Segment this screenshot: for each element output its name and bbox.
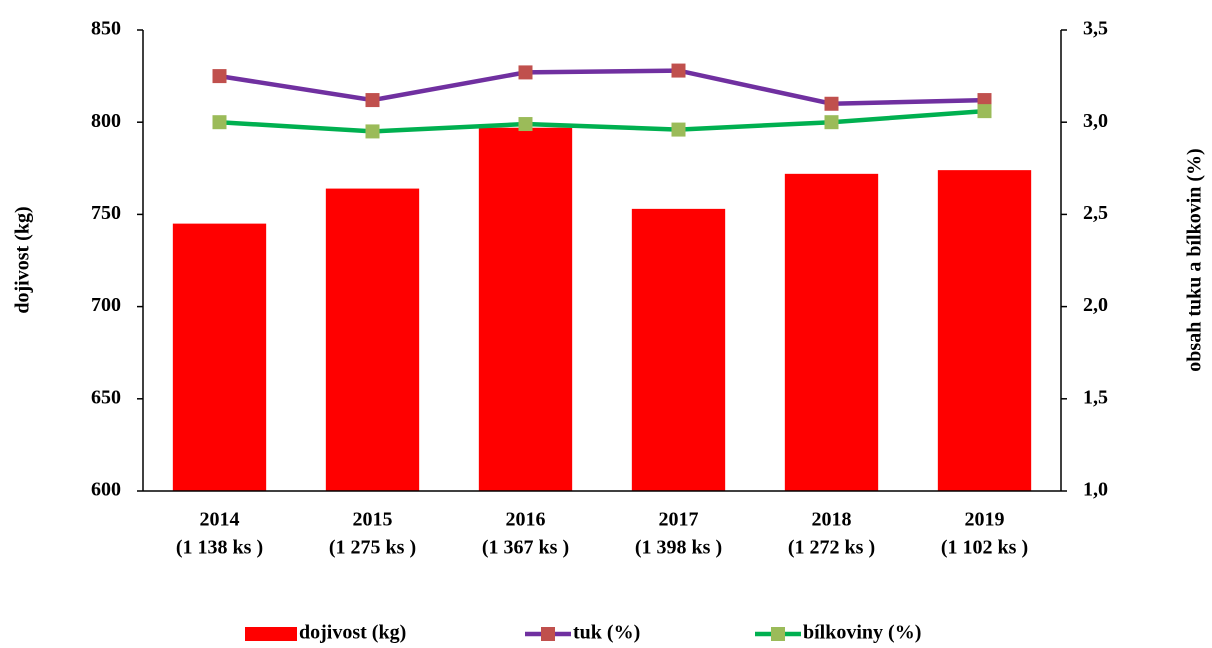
x-tick-label: (1 398 ks ) [635,537,722,559]
marker [365,93,380,108]
x-tick-label: (1 275 ks ) [329,537,416,559]
x-tick-label: 2017 [659,509,699,531]
legend-label: dojivost (kg) [299,622,406,644]
x-tick-label: 2016 [506,509,546,531]
bar [937,170,1032,492]
y2-tick-label: 2,0 [1083,294,1108,316]
y2-axis-title: obsah tuku a bílkovin (%) [1184,148,1206,371]
legend-label: bílkoviny (%) [803,622,921,644]
marker [518,117,533,132]
marker [824,115,839,130]
bar [478,127,573,492]
y2-tick-label: 3,5 [1083,18,1108,40]
x-tick-label: (1 272 ks ) [788,537,875,559]
marker [212,69,227,84]
marker [671,122,686,137]
y-tick-label: 650 [91,386,121,408]
x-tick-label: 2014 [200,509,240,531]
legend-swatch [245,627,297,641]
legend-marker [771,627,785,641]
marker [365,124,380,139]
legend-label: tuk (%) [573,622,640,644]
y2-tick-label: 1,5 [1083,386,1108,408]
marker [518,65,533,80]
y-tick-label: 700 [91,294,121,316]
line [219,68,985,107]
y-tick-label: 800 [91,110,121,132]
x-tick-label: 2019 [965,509,1005,531]
x-tick-label: (1 102 ks ) [941,537,1028,559]
bar [784,173,879,491]
x-tick-label: 2015 [353,509,393,531]
y2-tick-label: 1,0 [1083,479,1108,501]
marker [977,93,992,108]
y2-tick-label: 3,0 [1083,110,1108,132]
bar [325,188,420,492]
y-tick-label: 850 [91,18,121,40]
x-tick-label: (1 138 ks ) [176,537,263,559]
y-axis-title: dojivost (kg) [12,206,34,313]
marker [977,104,992,119]
bar [631,208,726,492]
y-tick-label: 750 [91,202,121,224]
y-tick-label: 600 [91,479,121,501]
marker [212,115,227,130]
bar [172,223,267,491]
line [219,108,985,134]
y2-tick-label: 2,5 [1083,202,1108,224]
x-tick-label: (1 367 ks ) [482,537,569,559]
legend-marker [541,627,555,641]
marker [824,96,839,111]
x-tick-label: 2018 [812,509,852,531]
marker [671,63,686,78]
